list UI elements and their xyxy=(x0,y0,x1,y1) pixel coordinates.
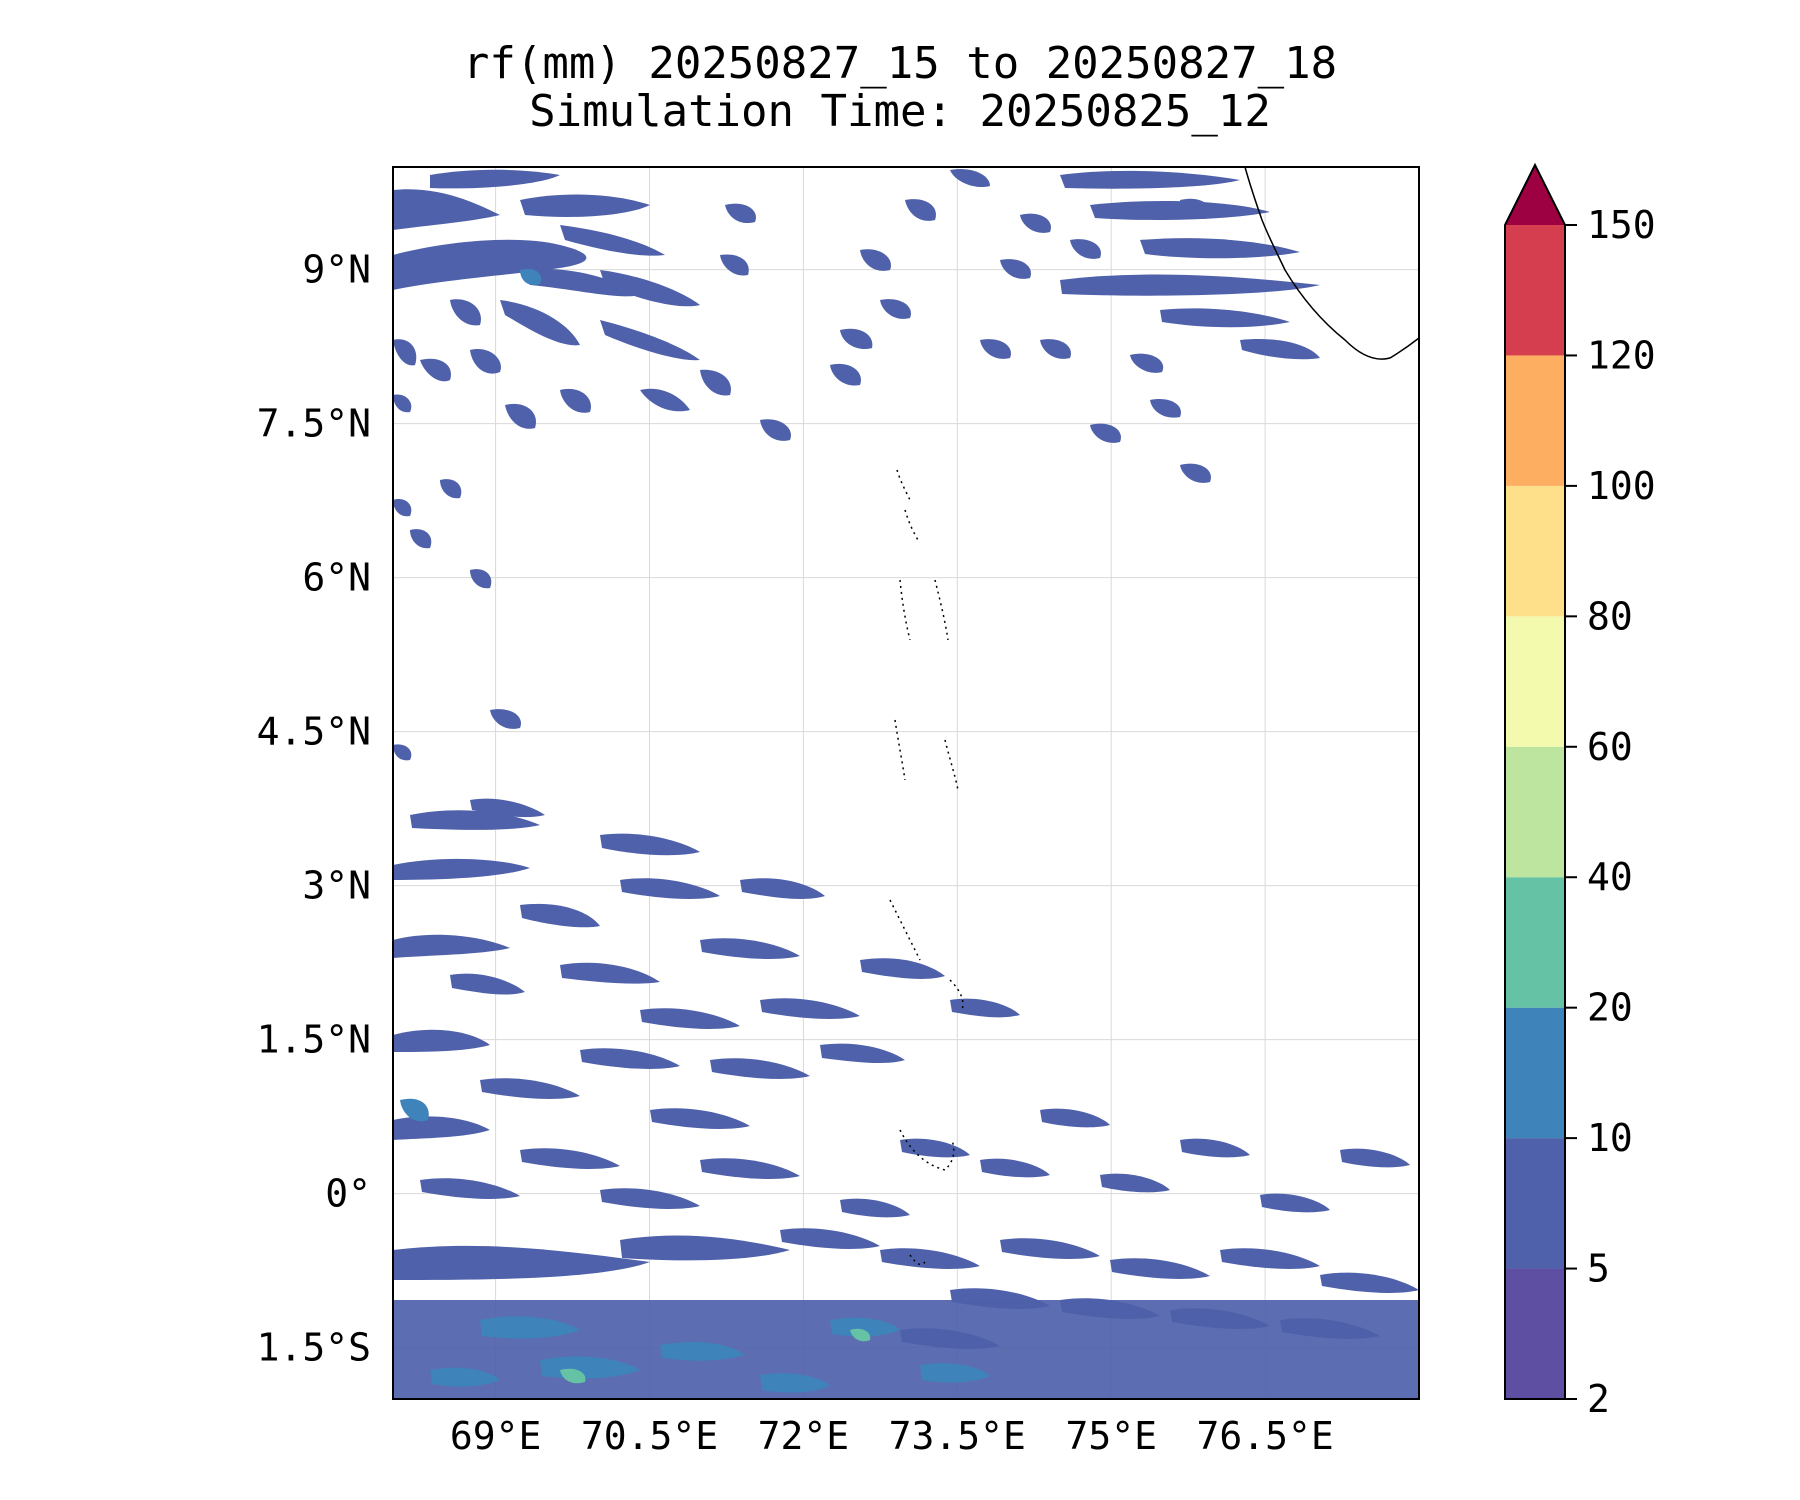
lat-tick-label: 3°N xyxy=(302,864,371,908)
colorbar-segment xyxy=(1505,877,1565,1008)
lon-tick-label: 72°E xyxy=(758,1414,850,1458)
colorbar-tick-label: 2 xyxy=(1587,1377,1610,1421)
lat-tick-label: 1.5°S xyxy=(257,1326,371,1370)
colorbar-tick-label: 100 xyxy=(1587,464,1656,508)
lon-tick-label: 69°E xyxy=(450,1414,542,1458)
colorbar-segment xyxy=(1505,1268,1565,1399)
colorbar-tick-label: 80 xyxy=(1587,594,1633,638)
lon-tick-label: 70.5°E xyxy=(581,1414,718,1458)
lat-tick-label: 7.5°N xyxy=(257,402,371,446)
coastlines xyxy=(889,166,1420,1266)
lat-tick-label: 0° xyxy=(325,1172,371,1216)
rain-cells-northwest xyxy=(393,168,990,441)
rainfall-field xyxy=(393,168,1419,1399)
map-frame xyxy=(392,166,1420,1400)
colorbar-tick-label: 10 xyxy=(1587,1116,1633,1160)
lat-tick-label: 4.5°N xyxy=(257,710,371,754)
rain-cells-west xyxy=(393,479,521,761)
maldives-atolls-south xyxy=(894,719,959,791)
lat-tick-label: 6°N xyxy=(302,556,371,600)
colorbar-segment xyxy=(1505,225,1565,356)
lon-tick-label: 75°E xyxy=(1065,1414,1157,1458)
india-coastline xyxy=(1244,166,1420,360)
map-subtitle: Simulation Time: 20250825_12 xyxy=(529,86,1271,137)
colorbar-tick-label: 120 xyxy=(1587,333,1656,377)
latitude-tick-labels: 9°N 7.5°N 6°N 4.5°N 3°N 1.5°N 0° 1.5°S xyxy=(257,248,371,1370)
colorbar-extend-triangle xyxy=(1505,165,1565,225)
colorbar-tick-label: 60 xyxy=(1587,725,1633,769)
colorbar-tick-label: 5 xyxy=(1587,1247,1610,1291)
maldives-atolls-central xyxy=(899,579,949,641)
colorbar-segment xyxy=(1505,616,1565,747)
rain-cells-south xyxy=(393,798,1419,1399)
maldives-atolls-far-south xyxy=(889,899,964,1011)
map-title: rf(mm) 20250827_15 to 20250827_18 xyxy=(462,38,1338,89)
colorbar-segment xyxy=(1505,1138,1565,1269)
rain-cores-20-40mm xyxy=(560,1328,871,1384)
longitude-tick-labels: 69°E 70.5°E 72°E 73.5°E 75°E 76.5°E xyxy=(450,1414,1334,1458)
colorbar: 2 5 10 20 40 60 80 100 120 150 xyxy=(1504,162,1656,1421)
lat-tick-label: 9°N xyxy=(302,248,371,292)
colorbar-tick-label: 150 xyxy=(1587,203,1656,247)
lon-tick-label: 76.5°E xyxy=(1196,1414,1333,1458)
lat-tick-label: 1.5°N xyxy=(257,1018,371,1062)
colorbar-segment xyxy=(1505,746,1565,878)
rain-cores-10-20mm xyxy=(400,268,990,1393)
colorbar-tick-label: 40 xyxy=(1587,855,1633,899)
colorbar-outline xyxy=(1504,162,1566,1400)
lon-tick-label: 73.5°E xyxy=(889,1414,1026,1458)
maldives-atolls-equator xyxy=(899,1129,955,1171)
addu-atoll xyxy=(909,1254,926,1266)
colorbar-tick-label: 20 xyxy=(1587,986,1633,1030)
colorbar-segment xyxy=(1505,485,1565,617)
rain-cells-northeast xyxy=(980,170,1320,483)
colorbar-segment xyxy=(1505,1007,1565,1139)
colorbar-segment xyxy=(1505,355,1565,486)
